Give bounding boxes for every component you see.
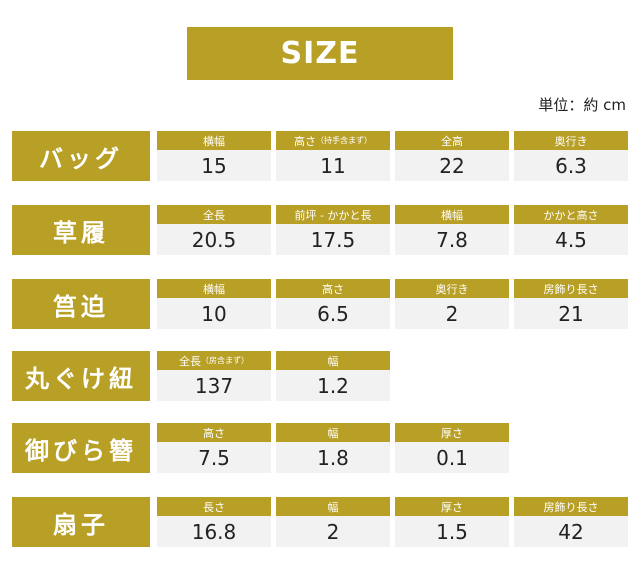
size-cell: 房飾り長さ 42: [514, 497, 628, 547]
size-cell: 幅 1.8: [276, 423, 390, 473]
size-cell: 横幅 10: [157, 279, 271, 329]
label-text: 横幅: [203, 282, 225, 296]
item-name: 扇子: [12, 497, 150, 547]
size-cell: 幅 1.2: [276, 351, 390, 401]
size-cell: 高さ 7.5: [157, 423, 271, 473]
cell-value: 2: [276, 516, 390, 547]
cell-label: 奥行き: [395, 279, 509, 298]
cell-value: 1.8: [276, 442, 390, 473]
label-text: 横幅: [203, 134, 225, 148]
label-note: （房含まず）: [201, 356, 249, 365]
label-text: 奥行き: [554, 134, 588, 148]
cell-label: 房飾り長さ: [514, 497, 628, 516]
cell-value: 17.5: [276, 224, 390, 255]
cell-value: 20.5: [157, 224, 271, 255]
cell-value: 6.5: [276, 298, 390, 329]
cell-value: 21: [514, 298, 628, 329]
label-note: （持手含まず）: [316, 136, 372, 145]
cell-value: 6.3: [514, 150, 628, 181]
cell-value: 2: [395, 298, 509, 329]
cell-value: 22: [395, 150, 509, 181]
cell-label: 高さ: [276, 279, 390, 298]
cell-value: 10: [157, 298, 271, 329]
cell-label: 厚さ: [395, 423, 509, 442]
cell-label: 長さ: [157, 497, 271, 516]
cell-value: 1.5: [395, 516, 509, 547]
size-cell: 高さ 6.5: [276, 279, 390, 329]
cell-label: 横幅: [395, 205, 509, 224]
cell-label: 全長: [157, 205, 271, 224]
cell-value: 11: [276, 150, 390, 181]
cell-label: 高さ （持手含まず）: [276, 131, 390, 150]
size-cell: 長さ 16.8: [157, 497, 271, 547]
size-cell: 奥行き 6.3: [514, 131, 628, 181]
size-cell: 厚さ 0.1: [395, 423, 509, 473]
cell-label: 前坪 - かかと長: [276, 205, 390, 224]
cell-value: 42: [514, 516, 628, 547]
size-cell: 奥行き 2: [395, 279, 509, 329]
cell-value: 137: [157, 370, 271, 401]
cell-label: かかと高さ: [514, 205, 628, 224]
cell-label: 房飾り長さ: [514, 279, 628, 298]
title: SIZE: [187, 27, 453, 80]
item-name: 筥迫: [12, 279, 150, 329]
cell-value: 7.5: [157, 442, 271, 473]
label-text: 長さ: [203, 500, 225, 514]
label-text: 全長: [203, 208, 225, 222]
cell-label: 全高: [395, 131, 509, 150]
cell-value: 4.5: [514, 224, 628, 255]
unit: 単位：約 cm: [538, 96, 626, 114]
label-text: 幅: [327, 426, 339, 440]
label-text: 奥行き: [435, 282, 469, 296]
cell-label: 横幅: [157, 279, 271, 298]
label-text: 厚さ: [441, 500, 463, 514]
cell-value: 0.1: [395, 442, 509, 473]
cell-label: 奥行き: [514, 131, 628, 150]
cell-label: 幅: [276, 423, 390, 442]
label-text: 高さ: [203, 426, 225, 440]
label-text: 前坪 - かかと長: [294, 208, 372, 222]
item-name: 草履: [12, 205, 150, 255]
label-text: 幅: [327, 500, 339, 514]
label-text: 高さ: [322, 282, 344, 296]
label-text: 全高: [441, 134, 463, 148]
cell-label: 幅: [276, 351, 390, 370]
item-name: 丸ぐけ紐: [12, 351, 150, 401]
cell-value: 16.8: [157, 516, 271, 547]
size-cell: 全長 （房含まず） 137: [157, 351, 271, 401]
size-cell: 高さ （持手含まず） 11: [276, 131, 390, 181]
label-text: 幅: [327, 354, 339, 368]
cell-label: 高さ: [157, 423, 271, 442]
size-cell: 全高 22: [395, 131, 509, 181]
label-text: 厚さ: [441, 426, 463, 440]
label-text: 全長: [179, 354, 201, 368]
cell-label: 幅: [276, 497, 390, 516]
size-cell: 厚さ 1.5: [395, 497, 509, 547]
size-cell: 前坪 - かかと長 17.5: [276, 205, 390, 255]
label-text: 横幅: [441, 208, 463, 222]
cell-value: 1.2: [276, 370, 390, 401]
label-text: 房飾り長さ: [543, 282, 599, 296]
label-text: 房飾り長さ: [543, 500, 599, 514]
cell-label: 横幅: [157, 131, 271, 150]
size-cell: 房飾り長さ 21: [514, 279, 628, 329]
cell-value: 15: [157, 150, 271, 181]
label-text: 高さ: [294, 134, 316, 148]
cell-label: 全長 （房含まず）: [157, 351, 271, 370]
size-cell: 全長 20.5: [157, 205, 271, 255]
size-cell: かかと高さ 4.5: [514, 205, 628, 255]
size-cell: 横幅 7.8: [395, 205, 509, 255]
label-text: かかと高さ: [543, 208, 599, 222]
item-name: 御びら簪: [12, 423, 150, 473]
item-name: バッグ: [12, 131, 150, 181]
size-cell: 横幅 15: [157, 131, 271, 181]
cell-label: 厚さ: [395, 497, 509, 516]
cell-value: 7.8: [395, 224, 509, 255]
